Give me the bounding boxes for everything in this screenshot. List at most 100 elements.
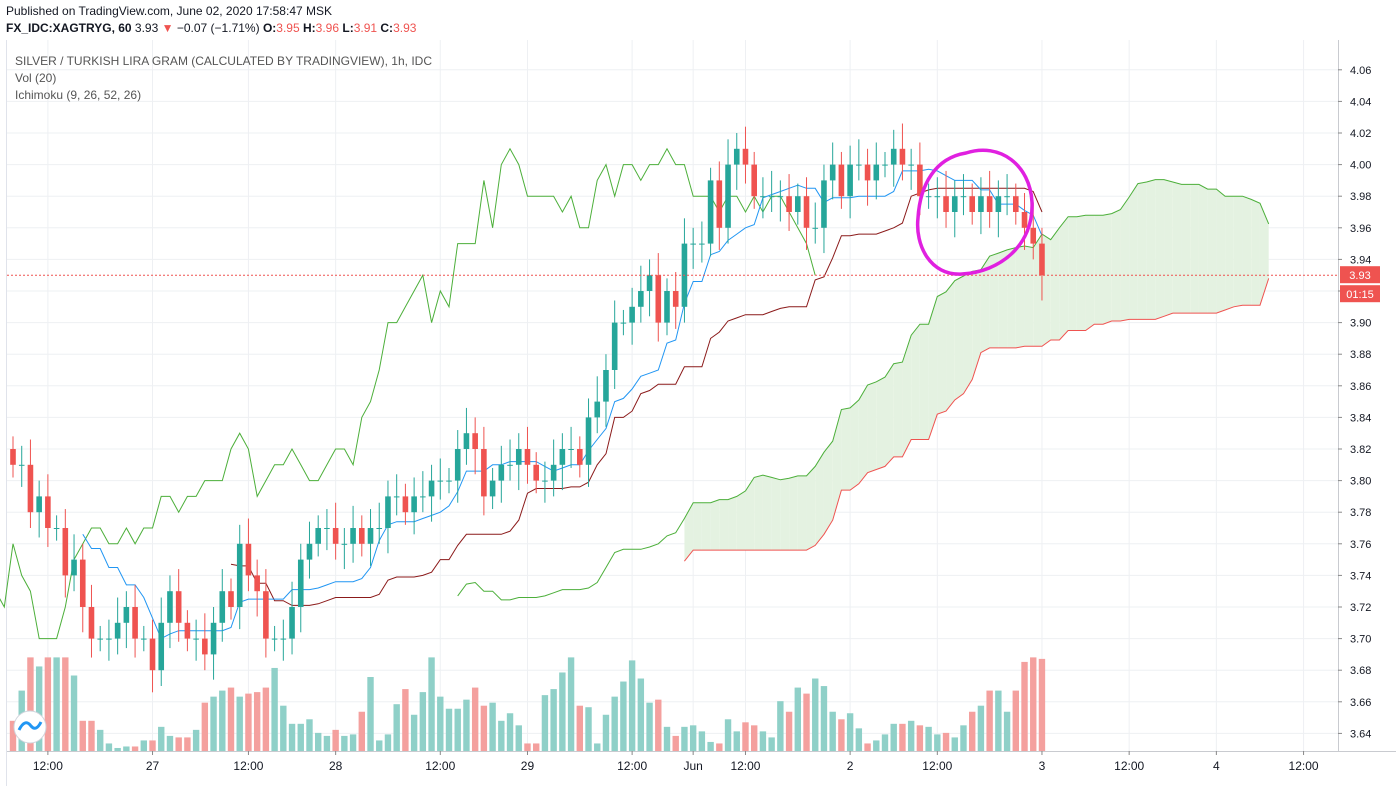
volume-bar — [646, 702, 653, 751]
candle-body — [79, 559, 86, 607]
cloud-segment — [710, 499, 720, 551]
x-tick-label: 12:00 — [617, 759, 647, 773]
price-chart-svg[interactable]: 3.64 3.66 3.68 3.70 3.72 3.74 3.76 3.78 3.80 3.82… — [0, 40, 1396, 786]
volume-bar — [663, 726, 671, 751]
volume-bar — [995, 690, 1002, 751]
volume-bar — [367, 677, 374, 751]
candle-body — [158, 622, 165, 671]
candle-body — [594, 401, 601, 418]
cloud-segment — [1015, 245, 1025, 348]
cloud-segment — [850, 400, 859, 491]
volume-bar — [280, 705, 287, 751]
volume-bar — [97, 729, 104, 751]
cloud-segment — [1164, 179, 1173, 317]
cloud-segment — [1259, 203, 1269, 306]
symbol-label[interactable]: FX_IDC:XAGTRYG, 60 — [6, 21, 132, 35]
volume-bars — [9, 657, 1046, 751]
candle-body — [228, 591, 234, 607]
cloud-segment — [1251, 199, 1260, 306]
leading-span-b-line — [684, 278, 1270, 562]
cloud-segment — [885, 363, 894, 467]
low-label: L: — [342, 21, 354, 35]
candle-body — [690, 243, 696, 245]
cloud-segment — [745, 477, 755, 551]
candle-body — [768, 196, 775, 198]
volume-bar — [140, 740, 147, 751]
cloud-segment — [1172, 181, 1182, 314]
candle-body — [864, 164, 871, 181]
candle-body — [463, 433, 470, 449]
candle-body — [193, 638, 199, 640]
cloud-segment — [876, 377, 885, 470]
chart-area[interactable]: 3.64 3.66 3.68 3.70 3.72 3.74 3.76 3.78 3.80 3.82… — [0, 40, 1396, 786]
volume-bar — [977, 705, 985, 751]
volume-bar — [707, 741, 714, 751]
volume-bar — [620, 681, 627, 751]
cloud-segment — [946, 280, 955, 412]
candle-body — [341, 543, 348, 545]
volume-bar — [899, 723, 906, 751]
cloud-segment — [684, 502, 694, 562]
cloud-segment — [797, 475, 807, 551]
cloud-segment — [832, 409, 842, 521]
legend-ichimoku[interactable]: Ichimoku (9, 26, 52, 26) — [15, 88, 142, 102]
candle-body — [97, 638, 103, 640]
candle-body — [10, 449, 16, 465]
volume-bar — [942, 732, 950, 751]
cloud-segment — [1146, 179, 1156, 320]
candle-body — [847, 164, 853, 197]
volume-bar — [437, 696, 444, 751]
leading-span-a-line — [457, 179, 1270, 601]
candle-body — [106, 638, 112, 640]
candle-body — [289, 607, 295, 639]
volume-bar — [637, 678, 645, 751]
cloud-segment — [928, 296, 938, 440]
candle-body — [202, 638, 208, 655]
volume-bar — [175, 737, 182, 751]
x-tick-label: 12:00 — [425, 759, 455, 773]
candle-body — [45, 496, 51, 528]
volume-bar — [253, 692, 261, 751]
cloud-segment — [806, 466, 816, 551]
volume-bar — [227, 687, 235, 751]
volume-bar — [855, 728, 863, 751]
candle-body — [27, 464, 34, 513]
cloud-segment — [972, 269, 981, 380]
candle-body — [219, 591, 226, 623]
volume-bar — [829, 711, 836, 751]
volume-bar — [698, 731, 706, 751]
volume-bar — [219, 690, 226, 751]
tradingview-logo-mark — [17, 721, 43, 731]
volume-bar — [628, 660, 636, 751]
cloud-segment — [911, 324, 920, 440]
volume-bar — [123, 746, 130, 751]
volume-bar — [410, 714, 418, 751]
candle-body — [114, 622, 121, 639]
candle-body — [672, 291, 679, 307]
candle-body — [367, 528, 374, 544]
volume-bar — [376, 740, 383, 751]
volume-bar — [349, 734, 357, 751]
volume-bar — [201, 702, 209, 751]
cloud-segment — [1181, 184, 1191, 314]
candle-body — [472, 433, 478, 449]
volume-bar — [271, 667, 278, 751]
legend-main-series[interactable]: SILVER / TURKISH LIRA GRAM (CALCULATED B… — [15, 54, 432, 68]
candle-body — [245, 543, 252, 576]
y-tick-label: 3.70 — [1350, 634, 1371, 646]
volume-bar — [846, 713, 854, 751]
cloud-segment — [693, 502, 702, 551]
volume-bar — [550, 689, 557, 751]
volume-bar — [323, 735, 331, 751]
volume-bar — [79, 720, 86, 751]
cloud-segment — [701, 502, 711, 551]
legend-volume[interactable]: Vol (20) — [15, 71, 57, 85]
volume-bar — [524, 743, 531, 751]
candle-body — [821, 180, 827, 228]
y-tick-label: 3.90 — [1350, 318, 1371, 330]
candle-body — [725, 164, 731, 228]
candle-body — [350, 528, 356, 544]
candle-body — [481, 449, 487, 497]
volume-bar — [934, 734, 941, 751]
cloud-segment — [736, 490, 746, 551]
